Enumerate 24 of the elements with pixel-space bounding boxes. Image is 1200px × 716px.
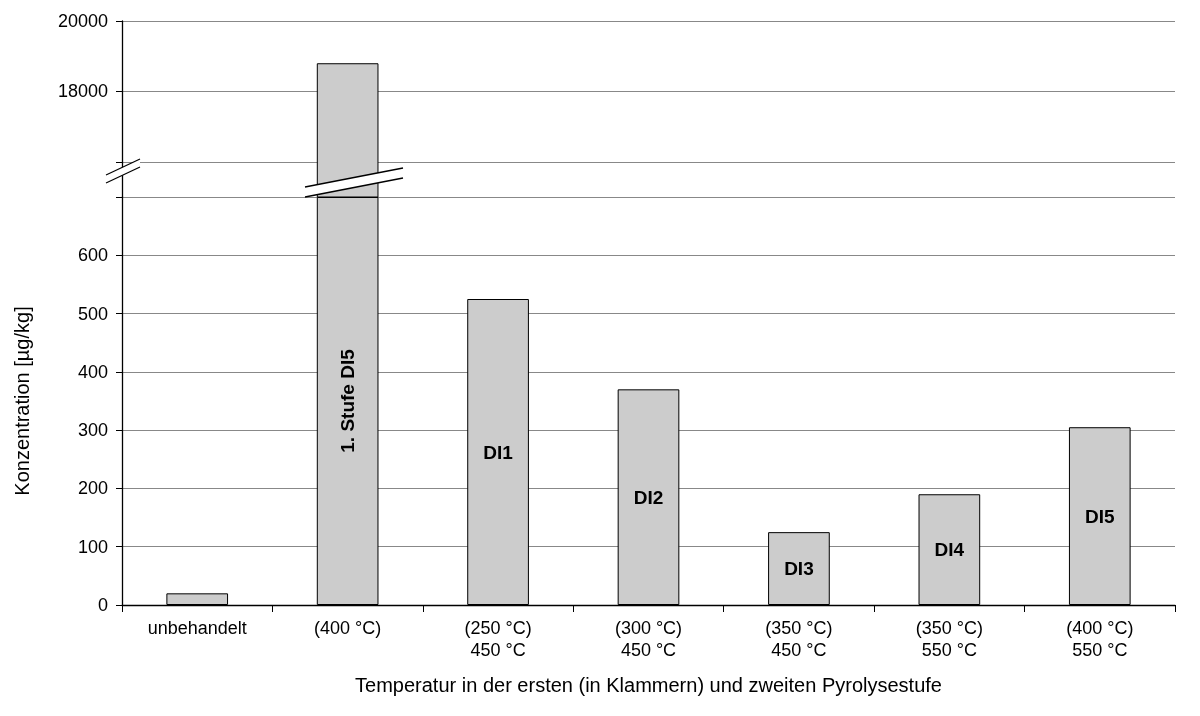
series-label: DI4 bbox=[934, 539, 965, 561]
y-tick-label: 200 bbox=[77, 478, 108, 499]
y-tick-label: 500 bbox=[77, 303, 108, 324]
series-label: DI3 bbox=[784, 558, 814, 580]
y-tick-label: 20000 bbox=[57, 11, 108, 31]
y-tick-label: 400 bbox=[77, 361, 108, 382]
series-label: 1. Stufe DI5 bbox=[337, 348, 359, 453]
series-label: DI1 bbox=[483, 441, 514, 463]
y-tick-label: 0 bbox=[97, 595, 108, 615]
y-tick-label: 300 bbox=[77, 420, 108, 441]
y-tick-label: 600 bbox=[77, 245, 108, 266]
y-tick-label: 18000 bbox=[57, 81, 108, 102]
x-tick-label: (400 °C) bbox=[314, 618, 382, 638]
x-tick-label: (250 °C) 450 °C bbox=[464, 618, 532, 660]
y-axis-title: Konzentration [µg/kg] bbox=[11, 306, 33, 496]
x-tick-label: (300 °C) 450 °C bbox=[614, 618, 683, 660]
x-tick-label: (350 °C) 550 °C bbox=[915, 618, 983, 660]
x-tick-label: (400 °C) 550 °C bbox=[1066, 618, 1134, 660]
y-tick-label: 100 bbox=[77, 536, 108, 557]
series-label: DI2 bbox=[633, 486, 664, 508]
series-label: DI5 bbox=[1085, 505, 1115, 527]
x-tick-label: (350 °C) 450 °C bbox=[765, 618, 833, 660]
x-axis-title: Temperatur in der ersten (in Klammern) und zweiten Pyrolysestufe bbox=[355, 674, 942, 696]
x-tick-label: unbehandelt bbox=[147, 618, 247, 638]
